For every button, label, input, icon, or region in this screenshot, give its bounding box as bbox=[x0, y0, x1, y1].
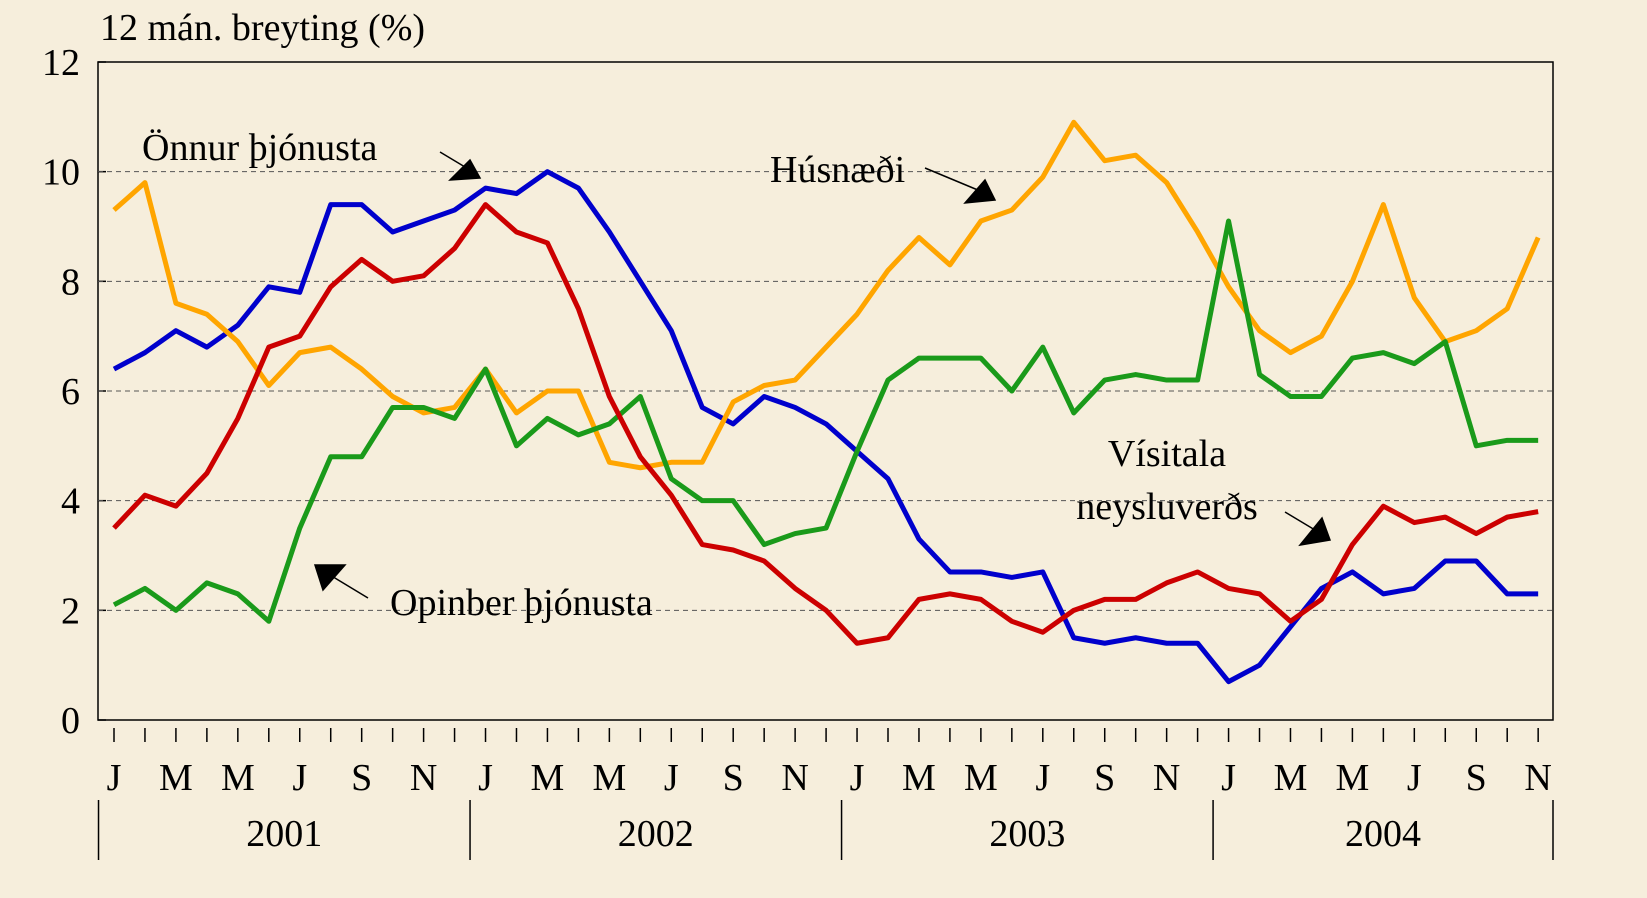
arrow bbox=[924, 167, 986, 194]
y-tick-label: 6 bbox=[61, 371, 80, 413]
x-tick-label: M bbox=[964, 757, 998, 799]
x-group-label: 2001 bbox=[246, 813, 322, 855]
y-tick-label: 8 bbox=[61, 261, 80, 303]
x-tick-label: J bbox=[478, 757, 493, 799]
series-label: Húsnæði bbox=[770, 149, 905, 191]
series-label: Vísitala neysluverðs bbox=[1076, 433, 1258, 528]
series-line bbox=[112, 119, 1541, 471]
arrows bbox=[313, 151, 1332, 599]
x-group-label: 2002 bbox=[618, 813, 694, 855]
arrowhead bbox=[1298, 516, 1332, 547]
x-tick-label: J bbox=[1035, 757, 1050, 799]
x-tick-label: S bbox=[723, 757, 744, 799]
x-tick-label: S bbox=[1094, 757, 1115, 799]
x-tick-label: M bbox=[1274, 757, 1308, 799]
x-group-label: 2004 bbox=[1345, 813, 1421, 855]
x-tick-label: J bbox=[850, 757, 865, 799]
x-tick-label: S bbox=[1466, 757, 1487, 799]
x-tick-label: M bbox=[1336, 757, 1370, 799]
y-tick-label: 2 bbox=[61, 590, 80, 632]
x-group-label: 2003 bbox=[989, 813, 1065, 855]
y-tick-label: 12 bbox=[42, 42, 80, 84]
x-tick-label: M bbox=[531, 757, 565, 799]
x-tick-label: J bbox=[664, 757, 679, 799]
x-tick-label: M bbox=[902, 757, 936, 799]
x-tick-label: J bbox=[1221, 757, 1236, 799]
x-tick-label: J bbox=[1407, 757, 1422, 799]
y-tick-label: 4 bbox=[61, 481, 80, 523]
series-line bbox=[112, 202, 1539, 646]
series-line bbox=[112, 169, 1539, 685]
arrowhead bbox=[963, 178, 997, 204]
arrowhead bbox=[448, 158, 482, 181]
y-tick-label: 0 bbox=[61, 700, 80, 742]
x-tick-label: S bbox=[351, 757, 372, 799]
series-label: Opinber þjónusta bbox=[390, 582, 653, 624]
y-tick-label: 10 bbox=[42, 152, 80, 194]
x-tick-label: M bbox=[592, 757, 626, 799]
series-line bbox=[112, 218, 1539, 624]
x-tick-label: N bbox=[410, 757, 437, 799]
x-tick-label: M bbox=[159, 757, 193, 799]
y-axis-label: 12 mán. breyting (%) bbox=[100, 7, 425, 49]
x-tick-label: J bbox=[107, 757, 122, 799]
x-tick-label: N bbox=[1524, 757, 1551, 799]
x-tick-label: N bbox=[781, 757, 808, 799]
series-label: Önnur þjónusta bbox=[142, 127, 378, 169]
x-tick-label: J bbox=[292, 757, 307, 799]
x-tick-label: M bbox=[221, 757, 255, 799]
x-tick-label: N bbox=[1153, 757, 1180, 799]
arrowhead bbox=[313, 564, 347, 592]
